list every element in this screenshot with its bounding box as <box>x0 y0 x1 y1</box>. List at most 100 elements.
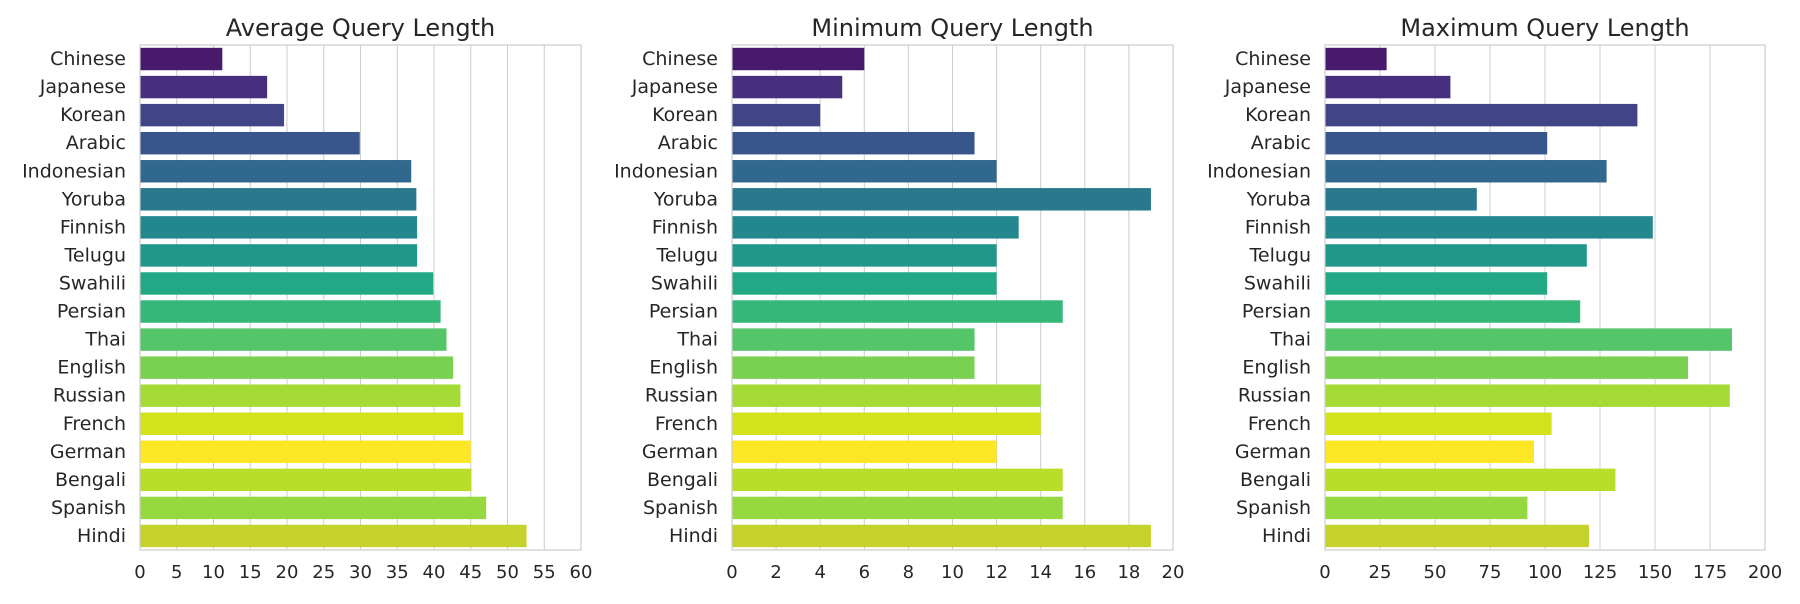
subplot-1: Chinese Japanese Korean Arabic Indonesian Yor… <box>22 14 592 583</box>
chart-title: Maximum Query Length <box>1400 14 1689 42</box>
axes-frame <box>1324 44 1766 551</box>
bar-russian <box>1325 384 1730 407</box>
x-tick-label: 50 <box>496 562 519 583</box>
x-tick-label: 0 <box>134 562 145 583</box>
category-label: Hindi <box>1262 525 1311 547</box>
category-label: English <box>57 357 126 379</box>
category-label: Chinese <box>1235 48 1311 70</box>
category-label: Spanish <box>1236 497 1311 519</box>
category-label: Swahili <box>651 272 718 294</box>
bar-french <box>732 412 1041 435</box>
category-label: Chinese <box>642 48 718 70</box>
category-label: Arabic <box>66 132 126 154</box>
category-label: Thai <box>1269 329 1311 351</box>
category-label: Chinese <box>50 48 126 70</box>
bar-swahili <box>140 272 434 295</box>
category-label: Arabic <box>658 132 718 154</box>
bar-hindi <box>140 524 527 548</box>
bar-finnish <box>140 216 418 239</box>
bar-german <box>1325 440 1534 464</box>
bar-spanish <box>1325 496 1528 520</box>
bar-french <box>1325 412 1552 435</box>
bar-bengali <box>140 468 472 492</box>
x-tick-label: 5 <box>171 562 182 583</box>
bar-japanese <box>732 75 843 99</box>
bar-yoruba <box>1325 188 1477 211</box>
category-label: French <box>1248 413 1311 435</box>
subplot-3: Chinese Japanese Korean Arabic Indonesian Yor… <box>1207 14 1782 583</box>
chart-title: Average Query Length <box>226 14 496 42</box>
category-label: Korean <box>1245 104 1311 126</box>
axes-frame <box>139 44 582 551</box>
x-tick-label: 35 <box>386 562 409 583</box>
x-tick-label: 50 <box>1424 562 1447 583</box>
bar-bengali <box>1325 468 1616 492</box>
category-label: English <box>1242 357 1311 379</box>
x-tick-label: 100 <box>1528 562 1562 583</box>
x-tick-label: 12 <box>985 562 1008 583</box>
bar-spanish <box>140 496 487 520</box>
category-label: Russian <box>1238 385 1311 407</box>
category-label: Telugu <box>1249 244 1312 266</box>
x-tick-label: 2 <box>770 562 781 583</box>
bar-korean <box>732 103 821 127</box>
category-label: Bengali <box>1240 469 1311 491</box>
category-label: Persian <box>649 301 718 323</box>
category-label: Persian <box>1242 301 1311 323</box>
bar-hindi <box>1325 524 1589 548</box>
x-tick-label: 45 <box>459 562 482 583</box>
category-label: Persian <box>57 301 126 323</box>
category-label: Japanese <box>631 76 718 98</box>
category-label: German <box>642 441 718 463</box>
x-tick-label: 14 <box>1029 562 1052 583</box>
bar-english <box>140 356 454 379</box>
category-label: Yoruba <box>653 188 718 210</box>
bar-thai <box>140 328 447 351</box>
bar-english <box>1325 356 1688 379</box>
bar-indonesian <box>140 160 412 183</box>
category-label: Indonesian <box>22 160 126 182</box>
x-tick-label: 125 <box>1583 562 1617 583</box>
category-label: Finnish <box>1245 216 1311 238</box>
category-label: Finnish <box>60 216 126 238</box>
x-tick-label: 25 <box>1369 562 1392 583</box>
bar-german <box>140 440 471 464</box>
bar-bengali <box>732 468 1063 492</box>
bar-yoruba <box>140 188 417 211</box>
bar-spanish <box>732 496 1063 520</box>
category-label: French <box>655 413 718 435</box>
x-tick-label: 55 <box>533 562 556 583</box>
x-tick-label: 4 <box>814 562 825 583</box>
x-tick-label: 60 <box>570 562 593 583</box>
bar-chinese <box>140 47 223 71</box>
bar-persian <box>1325 300 1581 323</box>
category-label: Indonesian <box>614 160 718 182</box>
x-tick-label: 75 <box>1479 562 1502 583</box>
category-label: Telugu <box>656 244 719 266</box>
bar-indonesian <box>732 160 997 183</box>
chart-title: Minimum Query Length <box>811 14 1093 42</box>
x-tick-label: 20 <box>276 562 299 583</box>
category-label: Spanish <box>643 497 718 519</box>
bar-persian <box>140 300 441 323</box>
x-tick-label: 16 <box>1073 562 1096 583</box>
bar-telugu <box>140 244 418 267</box>
bar-korean <box>140 103 285 127</box>
bar-swahili <box>1325 272 1548 295</box>
bar-thai <box>1325 328 1732 351</box>
x-tick-label: 20 <box>1162 562 1185 583</box>
category-label: Korean <box>652 104 718 126</box>
bar-japanese <box>1325 75 1451 99</box>
bar-russian <box>732 384 1041 407</box>
bar-finnish <box>732 216 1019 239</box>
category-label: Spanish <box>51 497 126 519</box>
bar-korean <box>1325 103 1638 127</box>
bar-finnish <box>1325 216 1653 239</box>
category-label: Swahili <box>59 272 126 294</box>
category-label: Bengali <box>647 469 718 491</box>
bar-arabic <box>732 131 975 155</box>
category-label: Korean <box>60 104 126 126</box>
bar-arabic <box>1325 131 1548 155</box>
x-tick-label: 0 <box>726 562 737 583</box>
